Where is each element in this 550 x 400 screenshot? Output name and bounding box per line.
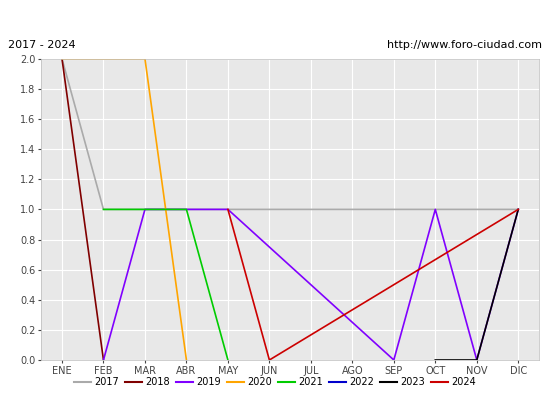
Legend: 2017, 2018, 2019, 2020, 2021, 2022, 2023, 2024: 2017, 2018, 2019, 2020, 2021, 2022, 2023… xyxy=(70,373,480,391)
Text: Evolucion del paro registrado en Gormaz: Evolucion del paro registrado en Gormaz xyxy=(118,9,432,24)
Text: 2017 - 2024: 2017 - 2024 xyxy=(8,40,76,50)
Text: http://www.foro-ciudad.com: http://www.foro-ciudad.com xyxy=(387,40,542,50)
